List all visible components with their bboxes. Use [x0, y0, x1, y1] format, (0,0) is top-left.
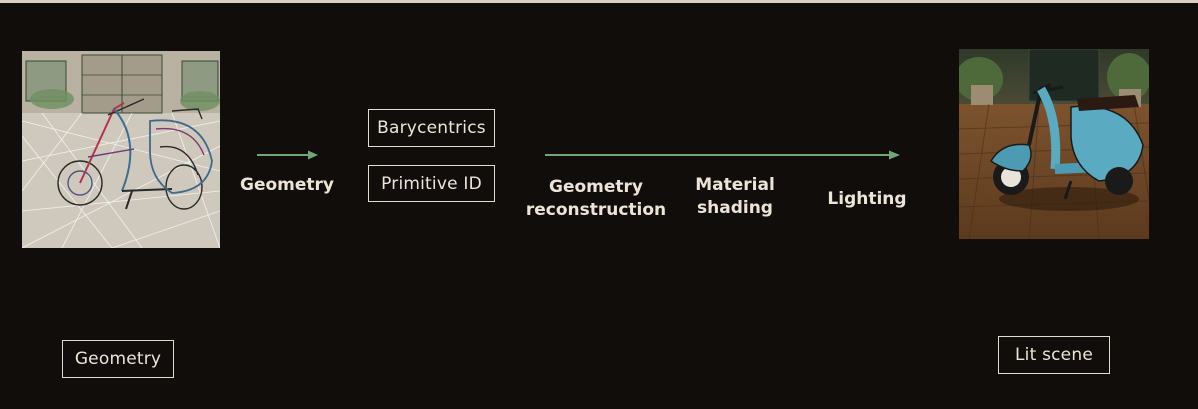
lit-scene-caption-box: Lit scene [998, 336, 1110, 374]
wireframe-scooter-image [22, 51, 220, 248]
primitive-id-box: Primitive ID [368, 165, 495, 202]
barycentrics-box: Barycentrics [368, 109, 495, 147]
lit-scooter-image [959, 49, 1149, 239]
geometry-label: Geometry [240, 175, 334, 195]
geometry-reconstruction-label: Geometry reconstruction [520, 176, 672, 222]
top-border [0, 0, 1198, 3]
material-shading-line1: Material [695, 175, 775, 195]
material-shading-label: Material shading [685, 174, 785, 220]
geometry-reconstruction-line1: Geometry [549, 177, 643, 197]
geometry-caption-box: Geometry [62, 340, 174, 378]
lighting-label: Lighting [827, 189, 907, 209]
arrow-geometry-to-buffers [257, 150, 318, 160]
material-shading-line2: shading [697, 198, 773, 218]
arrow-buffers-to-lighting [545, 150, 900, 160]
geometry-reconstruction-line2: reconstruction [525, 200, 667, 220]
